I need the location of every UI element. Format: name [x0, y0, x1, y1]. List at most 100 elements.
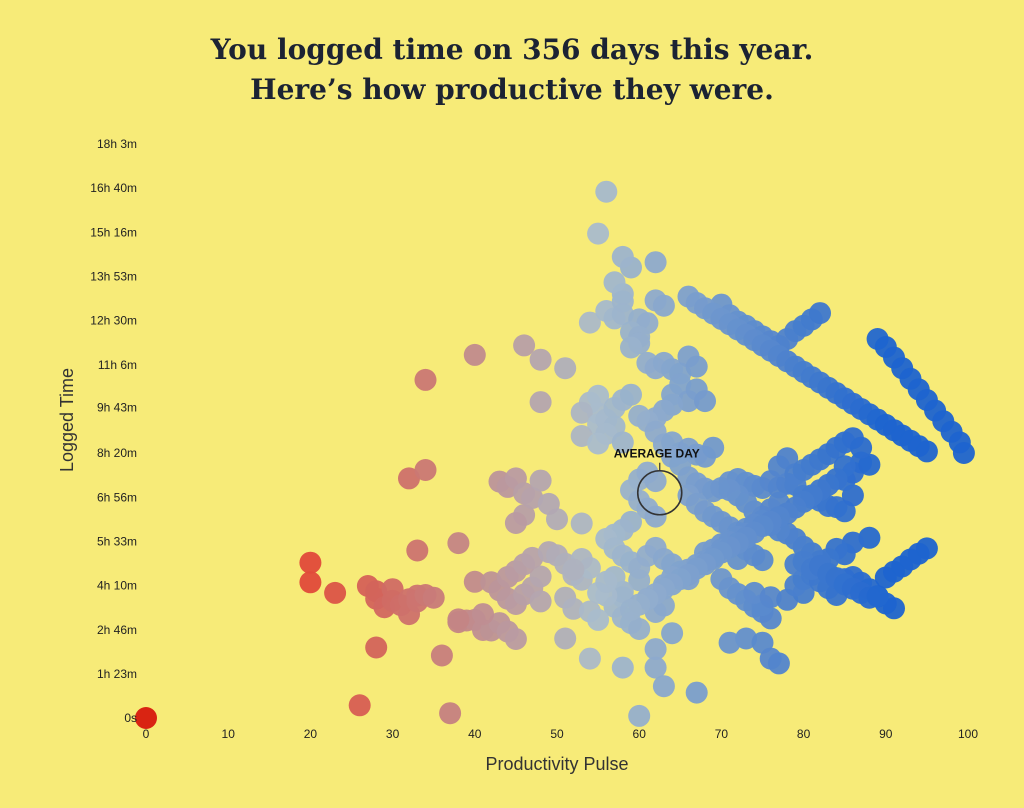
x-tick-label: 60 [633, 727, 647, 741]
data-point[interactable] [718, 631, 741, 654]
data-point[interactable] [529, 590, 552, 613]
data-point[interactable] [472, 603, 494, 626]
data-point[interactable] [858, 453, 881, 476]
data-point[interactable] [587, 432, 610, 455]
data-point[interactable] [447, 532, 470, 555]
data-point[interactable] [850, 436, 873, 459]
y-axis-label: Logged Time [57, 368, 77, 472]
chart-title: You logged time on 356 days this year. H… [0, 30, 1024, 110]
data-point[interactable] [858, 526, 881, 549]
x-tick-label: 70 [715, 727, 729, 741]
data-point[interactable] [587, 222, 610, 245]
data-point[interactable] [595, 570, 618, 593]
data-point[interactable] [299, 551, 322, 574]
data-point[interactable] [644, 656, 667, 679]
data-point[interactable] [587, 384, 610, 407]
y-tick-label: 15h 16m [90, 226, 137, 240]
data-point[interactable] [661, 622, 684, 645]
data-point[interactable] [620, 336, 642, 359]
data-point[interactable] [504, 628, 527, 650]
data-point[interactable] [611, 290, 634, 313]
data-point[interactable] [570, 425, 593, 447]
data-point[interactable] [652, 294, 675, 317]
data-point[interactable] [414, 459, 437, 481]
average-day-label: AVERAGE DAY [614, 447, 700, 461]
y-tick-label: 9h 43m [97, 400, 137, 414]
data-point[interactable] [759, 586, 782, 609]
data-point[interactable] [365, 636, 388, 659]
data-point[interactable] [595, 180, 618, 203]
data-point[interactable] [447, 608, 470, 631]
y-tick-label: 5h 33m [97, 535, 137, 549]
data-point[interactable] [603, 271, 626, 294]
data-point[interactable] [694, 390, 716, 413]
data-point[interactable] [718, 479, 741, 502]
y-tick-label: 8h 20m [97, 446, 137, 460]
x-tick-label: 50 [550, 727, 564, 741]
data-point[interactable] [299, 571, 322, 594]
data-point[interactable] [620, 383, 642, 406]
data-point[interactable] [398, 467, 420, 490]
data-point[interactable] [685, 681, 708, 704]
data-point[interactable] [685, 355, 708, 378]
y-tick-label: 12h 30m [90, 313, 137, 327]
y-tick-label: 4h 10m [97, 578, 137, 592]
data-point[interactable] [570, 401, 593, 424]
data-point[interactable] [578, 311, 601, 334]
data-point[interactable] [439, 702, 462, 725]
data-point[interactable] [644, 470, 667, 493]
data-point[interactable] [529, 391, 552, 414]
data-point[interactable] [644, 505, 667, 528]
y-tick-label: 16h 40m [90, 181, 137, 195]
data-point[interactable] [562, 558, 585, 581]
data-point[interactable] [628, 704, 651, 727]
data-point[interactable] [628, 404, 651, 427]
data-point[interactable] [513, 334, 536, 357]
data-point[interactable] [554, 627, 577, 650]
data-point[interactable] [422, 586, 445, 609]
data-point[interactable] [644, 638, 667, 661]
data-point[interactable] [866, 585, 889, 608]
y-tick-label: 6h 56m [97, 491, 137, 505]
data-point[interactable] [952, 442, 975, 464]
data-point[interactable] [587, 608, 610, 631]
data-point[interactable] [628, 618, 651, 640]
data-point[interactable] [767, 652, 790, 675]
data-point[interactable] [406, 539, 429, 562]
data-point[interactable] [652, 675, 675, 698]
data-point[interactable] [324, 581, 347, 604]
data-point[interactable] [883, 597, 905, 620]
x-tick-label: 100 [958, 727, 978, 741]
data-point[interactable] [702, 436, 725, 459]
data-point[interactable] [620, 598, 642, 621]
data-point[interactable] [521, 546, 544, 569]
data-point[interactable] [554, 357, 577, 380]
data-point[interactable] [751, 549, 774, 572]
data-point[interactable] [809, 302, 831, 325]
data-point[interactable] [463, 570, 486, 593]
data-point[interactable] [628, 569, 651, 592]
data-point[interactable] [915, 440, 938, 463]
data-point[interactable] [611, 431, 634, 454]
data-point[interactable] [529, 565, 552, 588]
data-point[interactable] [430, 644, 453, 667]
data-point[interactable] [611, 656, 634, 679]
data-point[interactable] [562, 597, 585, 620]
data-point[interactable] [463, 343, 486, 366]
x-tick-label: 80 [797, 727, 811, 741]
data-point[interactable] [611, 245, 634, 268]
data-point[interactable] [529, 469, 552, 492]
data-point[interactable] [414, 368, 437, 391]
x-tick-label: 30 [386, 727, 400, 741]
data-point[interactable] [915, 537, 938, 560]
data-point[interactable] [529, 348, 552, 371]
data-point[interactable] [570, 512, 593, 535]
data-point[interactable] [504, 512, 527, 534]
data-point[interactable] [521, 487, 544, 509]
data-point[interactable] [644, 251, 667, 274]
data-point[interactable] [578, 647, 601, 670]
data-point[interactable] [537, 492, 560, 515]
data-point[interactable] [135, 707, 157, 729]
data-point[interactable] [348, 694, 371, 717]
